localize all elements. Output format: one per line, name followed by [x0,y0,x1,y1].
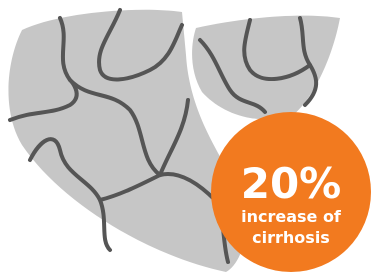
page: 20% increase of cirrhosis (() => { const… [0,0,372,278]
badge-line: increase of [241,207,342,226]
liver-infographic: 20% increase of cirrhosis [0,0,372,278]
badge-line: cirrhosis [252,228,330,247]
badge-value: 20% [241,159,342,208]
badge: 20% increase of cirrhosis [211,112,371,272]
liver-right-lobe [192,16,340,120]
